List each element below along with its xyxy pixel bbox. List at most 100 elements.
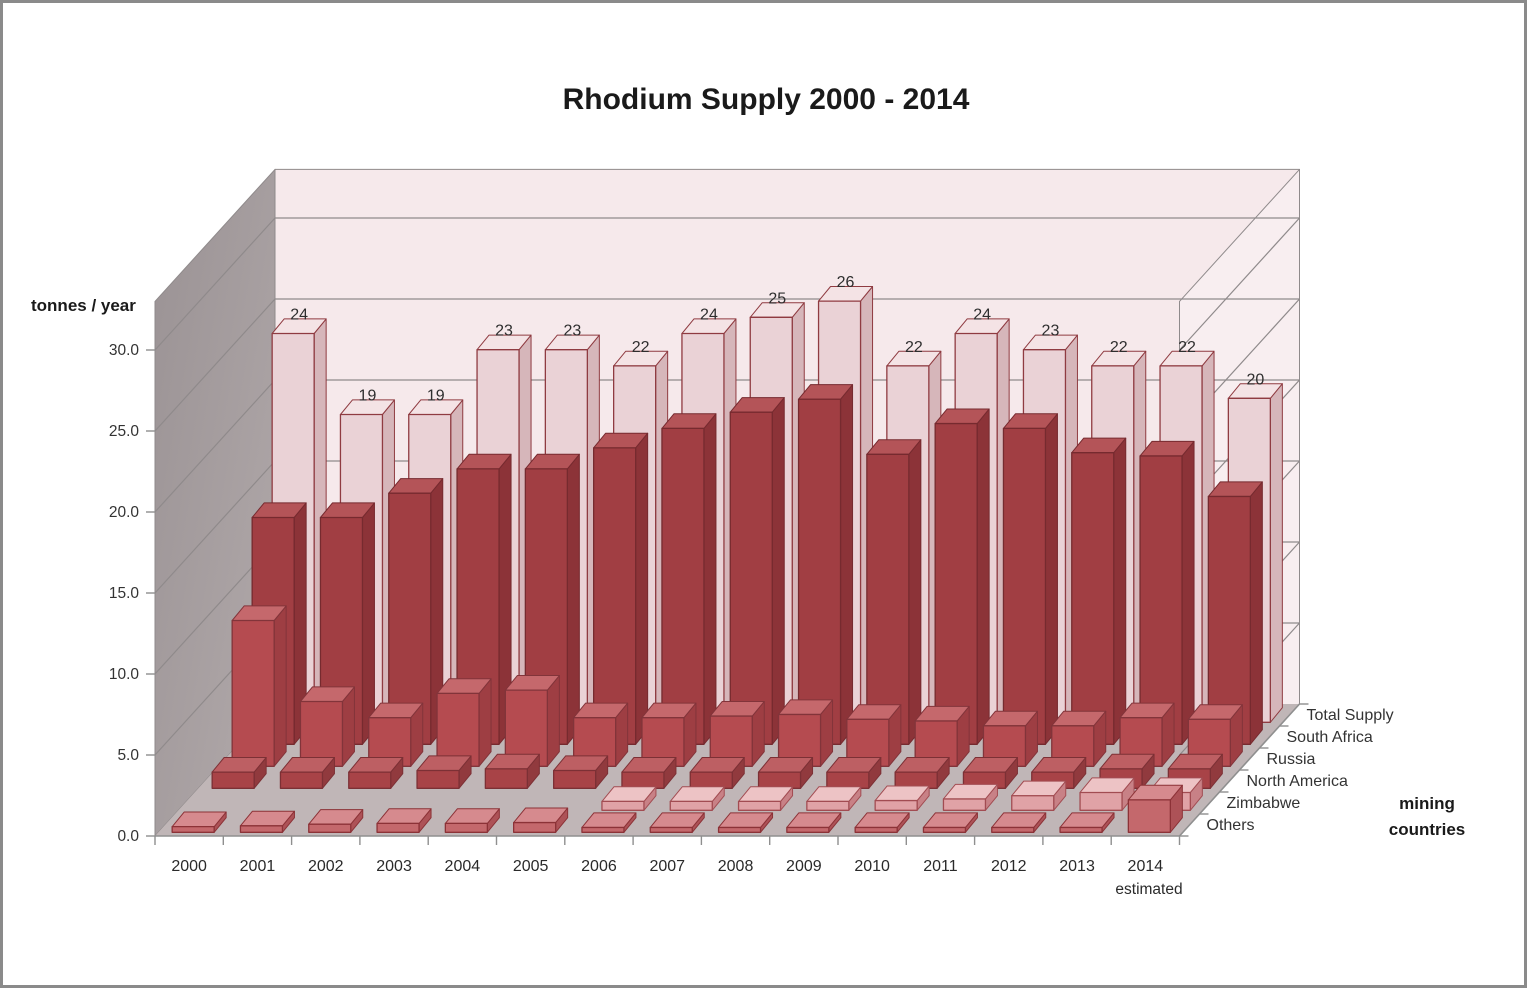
gridline-leftwall-20 xyxy=(154,379,276,513)
gridline-leftwall-25 xyxy=(154,298,276,432)
bar-side-face xyxy=(976,408,990,745)
bar-front-face xyxy=(231,619,275,767)
year-label-2004: 2004 xyxy=(445,858,481,875)
bar-others-2000 xyxy=(171,811,227,833)
bar-front-face xyxy=(661,427,705,745)
value-tick-label-15.0: 15.0 xyxy=(109,585,140,602)
bar-front-face xyxy=(991,826,1035,833)
rhodium-supply-3d-chart: 0.0 5.0 10.0 15.0 20.0 25.0 30.0 2000 2001 2002 20… xyxy=(31,83,1466,898)
legend-label-north-america: North America xyxy=(1247,773,1348,790)
value-tick-label-25.0: 25.0 xyxy=(109,423,140,440)
depth-axis-title-line1: mining xyxy=(1399,794,1455,813)
bar-front-face xyxy=(593,447,637,745)
bar-front-face xyxy=(737,800,782,811)
bar-north-america-2011 xyxy=(962,757,1018,789)
bar-others-2011 xyxy=(922,812,978,833)
bar-front-face xyxy=(826,771,870,789)
bar-south-africa-2009 xyxy=(866,439,922,745)
bar-side-face xyxy=(908,439,922,745)
data-label-2007: 25 xyxy=(768,290,786,307)
bar-south-africa-2008 xyxy=(797,384,854,745)
bar-front-face xyxy=(689,771,733,789)
bar-front-face xyxy=(1139,455,1183,745)
bar-front-face xyxy=(1127,799,1171,833)
bar-russia-2006 xyxy=(641,702,697,767)
bar-front-face xyxy=(797,398,842,745)
bar-front-face xyxy=(299,700,344,767)
year-label-2014: 2014 xyxy=(1128,858,1164,875)
data-label-2011: 23 xyxy=(1042,323,1060,340)
legend-label-others: Others xyxy=(1207,817,1255,834)
bar-others-2014 xyxy=(1127,784,1183,833)
bar-side-face xyxy=(1249,481,1263,745)
bar-others-2007 xyxy=(649,812,705,833)
bar-north-america-2007 xyxy=(689,757,745,789)
year-label-2002: 2002 xyxy=(308,858,344,875)
bar-side-face xyxy=(1181,440,1195,745)
bar-south-africa-2013 xyxy=(1139,440,1195,745)
bar-front-face xyxy=(239,825,284,833)
bar-others-2004 xyxy=(444,808,500,833)
bar-front-face xyxy=(1011,795,1055,811)
legend-label-zimbabwe: Zimbabwe xyxy=(1227,795,1301,812)
bar-north-america-2003 xyxy=(416,755,472,789)
bar-front-face xyxy=(512,821,557,833)
bar-front-face xyxy=(1059,826,1103,833)
bar-front-face xyxy=(942,798,987,811)
year-label-2000: 2000 xyxy=(171,858,207,875)
bar-north-america-2000 xyxy=(211,757,267,789)
year-label-2008: 2008 xyxy=(718,858,754,875)
data-label-2012: 22 xyxy=(1110,339,1128,356)
data-label-2009: 22 xyxy=(905,339,923,356)
bar-south-africa-2003 xyxy=(456,453,512,745)
bar-russia-2002 xyxy=(368,702,424,767)
bar-front-face xyxy=(1002,427,1047,745)
legend-label-russia: Russia xyxy=(1267,751,1316,768)
data-label-2004: 23 xyxy=(563,323,581,340)
bar-russia-2001 xyxy=(299,686,355,767)
bar-front-face xyxy=(553,769,597,789)
bar-russia-2000 xyxy=(231,605,287,767)
data-label-2003: 23 xyxy=(495,323,513,340)
bar-north-america-2002 xyxy=(348,757,404,789)
bar-russia-2005 xyxy=(573,702,629,767)
depth-axis-title-line2: countries xyxy=(1389,820,1466,839)
year-label-2013: 2013 xyxy=(1059,858,1095,875)
bar-front-face xyxy=(866,453,910,745)
data-label-2005: 22 xyxy=(632,339,650,356)
bar-front-face xyxy=(484,768,528,789)
bar-others-2013 xyxy=(1059,812,1115,833)
bar-side-face xyxy=(635,432,649,745)
bar-russia-2008 xyxy=(777,699,834,767)
value-tick-label-5.0: 5.0 xyxy=(117,747,139,764)
data-label-2013: 22 xyxy=(1178,339,1196,356)
year-label-2006: 2006 xyxy=(581,858,617,875)
bar-north-america-2001 xyxy=(279,757,335,789)
bar-russia-2009 xyxy=(846,704,902,767)
bar-south-africa-2005 xyxy=(593,432,649,745)
bar-others-2001 xyxy=(239,810,295,833)
bar-front-face xyxy=(436,692,480,767)
value-tick-label-20.0: 20.0 xyxy=(109,504,140,521)
bar-front-face xyxy=(348,771,392,789)
bar-south-africa-2012 xyxy=(1071,437,1127,745)
bar-side-face xyxy=(840,384,854,745)
data-label-2006: 24 xyxy=(700,307,718,324)
bar-front-face xyxy=(854,826,898,833)
bar-side-face xyxy=(1044,413,1058,745)
chart-labels: 0.0 5.0 10.0 15.0 20.0 25.0 30.0 2000 2001 2002 20… xyxy=(109,274,1394,875)
bar-south-africa-2010 xyxy=(934,408,990,745)
bar-front-face xyxy=(922,826,967,833)
year-label-2011: 2011 xyxy=(923,858,958,875)
bar-zimbabwe-2012 xyxy=(1011,780,1067,811)
year-label-2007: 2007 xyxy=(649,858,685,875)
year-label-2009: 2009 xyxy=(786,858,822,875)
bar-front-face xyxy=(376,822,420,833)
legend-label-south-africa: South Africa xyxy=(1287,729,1373,746)
bar-side-face xyxy=(566,453,580,745)
bar-front-face xyxy=(621,771,665,789)
bar-front-face xyxy=(757,771,802,789)
bar-front-face xyxy=(444,822,489,833)
bar-side-face xyxy=(703,413,717,745)
